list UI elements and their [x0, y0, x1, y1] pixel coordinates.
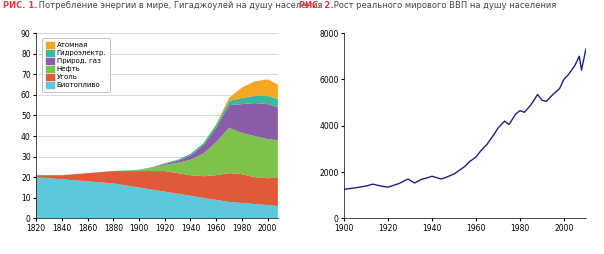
Text: РИС. 2.: РИС. 2. — [299, 1, 333, 10]
Text: Рост реального мирового ВВП на душу населения: Рост реального мирового ВВП на душу насе… — [331, 1, 556, 10]
Legend: Атомная, Гидроэлектр., Природ. газ, Нефть, Уголь, Биотопливо: Атомная, Гидроэлектр., Природ. газ, Нефт… — [42, 38, 110, 92]
Text: Потребление энергии в мире, Гигаджоулей на душу населения: Потребление энергии в мире, Гигаджоулей … — [36, 1, 323, 10]
Text: РИС. 1.: РИС. 1. — [3, 1, 37, 10]
